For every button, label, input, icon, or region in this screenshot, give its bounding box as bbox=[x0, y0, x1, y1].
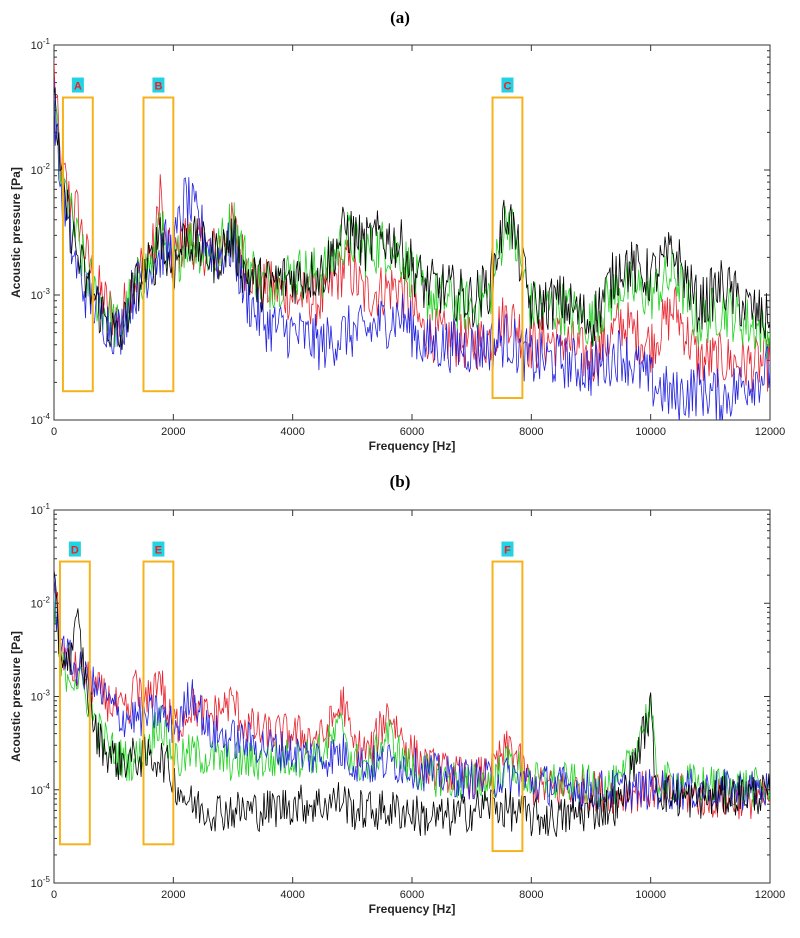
y-tick-label: 10-2 bbox=[31, 162, 51, 177]
x-tick-label: 12000 bbox=[755, 889, 786, 901]
region-box-A bbox=[61, 96, 94, 393]
series-line-green bbox=[54, 100, 770, 360]
region-label-bg-D bbox=[68, 541, 81, 557]
region-label-B: B bbox=[154, 81, 162, 93]
x-axis-label: Frequency [Hz] bbox=[369, 439, 456, 453]
y-tick-label: 10-2 bbox=[31, 595, 51, 610]
y-tick-label: 10-3 bbox=[31, 287, 51, 302]
region-label-bg-E bbox=[152, 541, 165, 557]
region-box-C bbox=[491, 96, 524, 399]
region-label-D: D bbox=[71, 545, 79, 557]
x-tick-label: 8000 bbox=[519, 426, 543, 438]
x-tick-label: 4000 bbox=[280, 889, 304, 901]
series-line-blue bbox=[54, 577, 770, 811]
region-label-bg-F bbox=[501, 541, 514, 557]
series-line-red bbox=[54, 59, 770, 392]
region-label-E: E bbox=[155, 545, 162, 557]
panel-b-tag: (b) bbox=[389, 472, 411, 491]
x-tick-label: 10000 bbox=[635, 426, 666, 438]
y-axis-label: Acoustic pressure [Pa] bbox=[9, 167, 23, 298]
series-line-black bbox=[54, 570, 770, 837]
x-tick-label: 4000 bbox=[280, 426, 304, 438]
y-tick-label: 10-1 bbox=[31, 502, 51, 517]
region-box-B bbox=[142, 96, 175, 393]
region-label-C: C bbox=[503, 81, 511, 93]
x-tick-label: 0 bbox=[51, 426, 57, 438]
region-label-A: A bbox=[74, 81, 82, 93]
region-label-bg-A bbox=[71, 77, 84, 93]
y-axis-label: Acoustic pressure [Pa] bbox=[9, 631, 23, 762]
x-tick-label: 8000 bbox=[519, 889, 543, 901]
region-label-F: F bbox=[504, 545, 511, 557]
y-tick-label: 10-4 bbox=[31, 782, 51, 797]
x-tick-label: 2000 bbox=[161, 889, 185, 901]
y-tick-label: 10-5 bbox=[31, 875, 51, 890]
y-tick-label: 10-4 bbox=[31, 412, 51, 427]
y-tick-label: 10-3 bbox=[31, 689, 51, 704]
series-line-red bbox=[54, 586, 770, 820]
x-tick-label: 2000 bbox=[161, 426, 185, 438]
series-line-black bbox=[54, 87, 770, 351]
region-box-D bbox=[58, 560, 91, 846]
series-line-blue bbox=[54, 80, 770, 420]
x-axis-label: Frequency [Hz] bbox=[369, 902, 456, 916]
y-tick-label: 10-1 bbox=[31, 37, 51, 52]
plot-frame-1 bbox=[53, 509, 771, 884]
x-tick-label: 10000 bbox=[635, 889, 666, 901]
region-box-F bbox=[491, 560, 524, 853]
x-tick-label: 6000 bbox=[400, 426, 424, 438]
region-box-E bbox=[142, 560, 175, 846]
region-label-bg-C bbox=[501, 77, 514, 93]
x-tick-label: 6000 bbox=[400, 889, 424, 901]
region-label-bg-B bbox=[152, 77, 165, 93]
x-tick-label: 12000 bbox=[755, 426, 786, 438]
x-tick-label: 0 bbox=[51, 889, 57, 901]
panel-a-tag: (a) bbox=[390, 8, 410, 27]
